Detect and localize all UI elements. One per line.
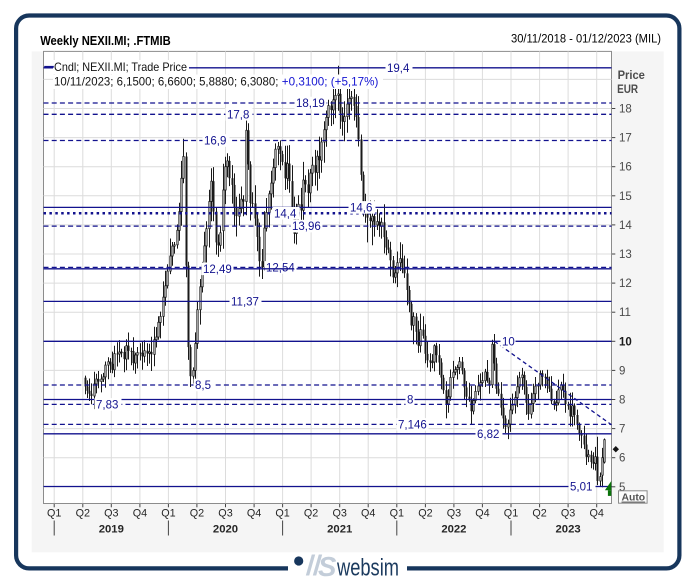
- svg-text:7,83: 7,83: [96, 399, 118, 411]
- svg-text:9: 9: [619, 365, 625, 377]
- svg-text:18: 18: [619, 104, 632, 116]
- svg-text:Q2: Q2: [304, 508, 318, 520]
- svg-text:Q4: Q4: [589, 508, 603, 520]
- svg-text:Q1: Q1: [275, 508, 289, 520]
- svg-text:2020: 2020: [213, 524, 238, 536]
- svg-text:5: 5: [619, 482, 625, 494]
- svg-text:17: 17: [619, 133, 632, 145]
- svg-text:Q3: Q3: [561, 508, 575, 520]
- svg-text:2023: 2023: [556, 524, 581, 536]
- svg-text:Q3: Q3: [447, 508, 461, 520]
- svg-text:2021: 2021: [327, 524, 352, 536]
- svg-text:12,49: 12,49: [203, 264, 232, 276]
- svg-text:10: 10: [502, 336, 515, 348]
- svg-text:Q4: Q4: [133, 508, 147, 520]
- svg-text:Q1: Q1: [47, 508, 61, 520]
- svg-text:EUR: EUR: [617, 82, 638, 96]
- svg-text:8: 8: [407, 395, 413, 407]
- svg-text:6: 6: [619, 453, 625, 465]
- svg-text:6,82: 6,82: [477, 429, 499, 441]
- svg-text:websim: websim: [336, 555, 399, 582]
- svg-text:Q2: Q2: [76, 508, 90, 520]
- svg-text:2022: 2022: [441, 524, 466, 536]
- svg-text:Q2: Q2: [418, 508, 432, 520]
- svg-text:10/11/2023; 6,1500; 6,6600; 5,: 10/11/2023; 6,1500; 6,6600; 5,8880; 6,30…: [54, 75, 278, 89]
- svg-text:Q2: Q2: [532, 508, 546, 520]
- svg-text:Q4: Q4: [475, 508, 489, 520]
- svg-text:14: 14: [619, 220, 632, 232]
- svg-text:12: 12: [619, 278, 632, 290]
- svg-text:14,4: 14,4: [274, 208, 297, 220]
- svg-text:Weekly NEXII.MI; .FTMIB: Weekly NEXII.MI; .FTMIB: [40, 33, 171, 48]
- svg-text:Q3: Q3: [104, 508, 118, 520]
- svg-text:Q1: Q1: [161, 508, 175, 520]
- svg-text:8: 8: [619, 395, 625, 407]
- svg-text:18,19: 18,19: [296, 98, 325, 110]
- svg-text:Q2: Q2: [190, 508, 204, 520]
- svg-text:+0,3100; (+5,17%): +0,3100; (+5,17%): [282, 75, 379, 89]
- svg-text:11,37: 11,37: [231, 296, 259, 308]
- svg-text:Q3: Q3: [218, 508, 232, 520]
- svg-text:Q4: Q4: [361, 508, 375, 520]
- svg-text:15: 15: [619, 191, 632, 203]
- svg-text:7,146: 7,146: [398, 419, 427, 431]
- svg-text:19,4: 19,4: [387, 63, 410, 75]
- svg-text:16: 16: [619, 162, 632, 174]
- svg-text:5,01: 5,01: [570, 482, 592, 494]
- svg-text:Q4: Q4: [247, 508, 261, 520]
- svg-text:8,5: 8,5: [195, 380, 211, 392]
- svg-text:2019: 2019: [99, 524, 124, 536]
- svg-text:Q1: Q1: [504, 508, 518, 520]
- svg-text:Q1: Q1: [390, 508, 404, 520]
- svg-text:10: 10: [619, 336, 632, 348]
- svg-text:Cndl; NEXII.MI; Trade Price: Cndl; NEXII.MI; Trade Price: [54, 60, 187, 74]
- svg-text:Auto: Auto: [622, 493, 646, 504]
- svg-text:S: S: [318, 551, 337, 582]
- svg-text:11: 11: [619, 307, 631, 319]
- svg-text:13: 13: [619, 249, 632, 261]
- svg-text:30/11/2018 - 01/12/2023 (MIL): 30/11/2018 - 01/12/2023 (MIL): [511, 32, 661, 46]
- svg-text:7: 7: [619, 424, 625, 436]
- svg-text:16,9: 16,9: [204, 136, 226, 148]
- svg-text:Q3: Q3: [332, 508, 346, 520]
- svg-text:17,8: 17,8: [227, 109, 249, 121]
- svg-text:14,6: 14,6: [350, 202, 372, 214]
- svg-text:13,96: 13,96: [292, 221, 321, 233]
- svg-text:Price: Price: [618, 68, 645, 82]
